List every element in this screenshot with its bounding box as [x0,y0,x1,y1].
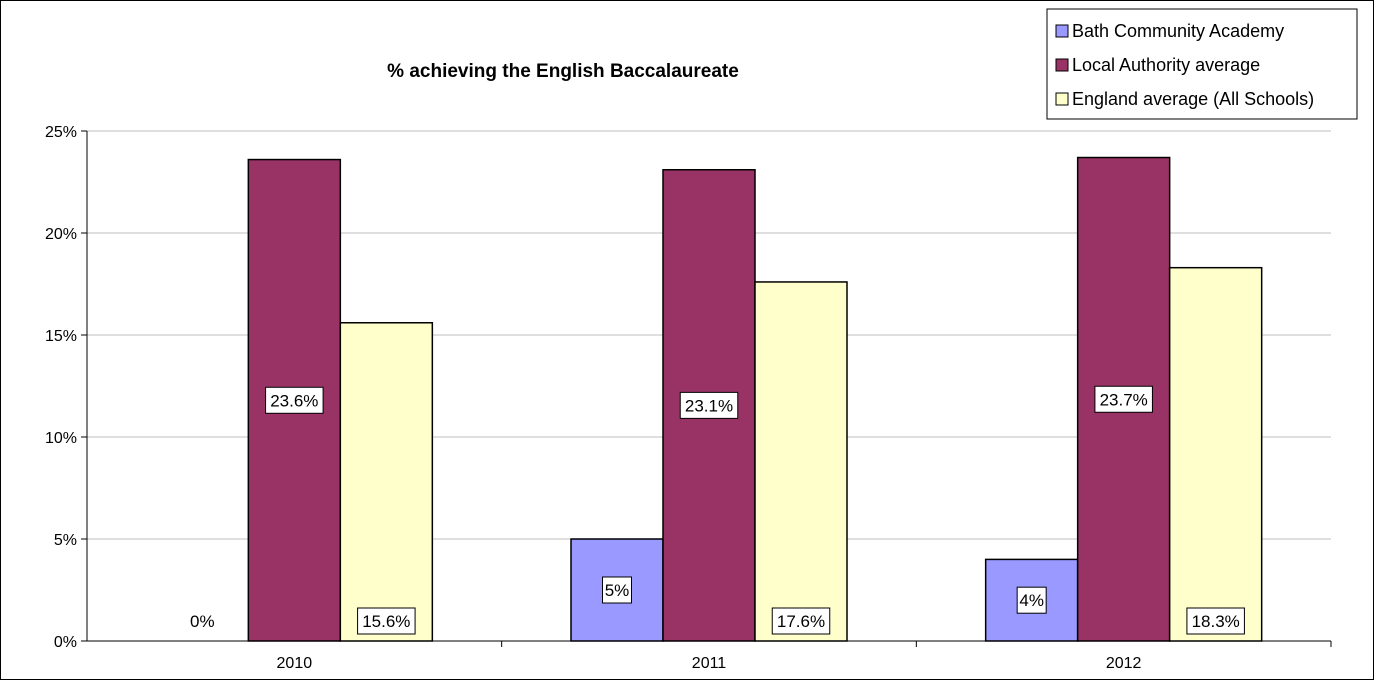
data-label-box [602,576,632,604]
data-label: 23.7% [1100,390,1148,409]
data-label: 15.6% [362,612,410,631]
y-tick-label: 5% [54,532,77,549]
x-tick-label: 2011 [692,655,727,672]
y-tick-label: 25% [45,124,77,141]
data-label: 18.3% [1192,612,1240,631]
legend-label: Bath Community Academy [1072,21,1284,41]
legend-label: Local Authority average [1072,55,1260,75]
x-tick-label: 2012 [1106,655,1142,672]
data-label-box [1016,586,1047,614]
y-tick-label: 0% [54,634,77,651]
y-tick-label: 20% [45,226,77,243]
x-tick-label: 2010 [277,655,313,672]
bar [339,322,434,642]
y-tick-label: 10% [45,430,77,447]
data-label-box [1186,607,1245,635]
chart-title: % achieving the English Baccalaureate [387,61,739,82]
legend-swatch [1055,92,1069,106]
bar [754,281,848,642]
axes: 0% 5% 10% 15% 20% 25% 2010 2011 2012 [45,124,1332,672]
data-label-box [679,391,739,419]
data-label: 23.6% [270,391,318,410]
data-label-box [265,386,324,414]
data-label-box [1094,385,1153,413]
data-label: 0% [190,612,215,631]
data-label: 17.6% [777,612,825,631]
legend-label: England average (All Schools) [1072,89,1314,109]
data-label-box [771,607,831,635]
legend-box [1046,8,1358,120]
data-label: 23.1% [685,396,733,415]
data-label-box [357,607,416,635]
data-labels: 0% 23.6% 15.6% 5% 23.1% 17.6% 4% 23.7% 18.3% [190,385,1245,635]
data-label: 4% [1019,591,1044,610]
legend: Bath Community Academy Local Authority av… [1046,8,1358,120]
bars [247,156,1263,642]
data-label: 5% [605,581,630,600]
bar [1168,266,1263,642]
y-tick-label: 15% [45,328,77,345]
legend-swatch [1055,58,1069,72]
legend-swatch [1055,24,1069,38]
